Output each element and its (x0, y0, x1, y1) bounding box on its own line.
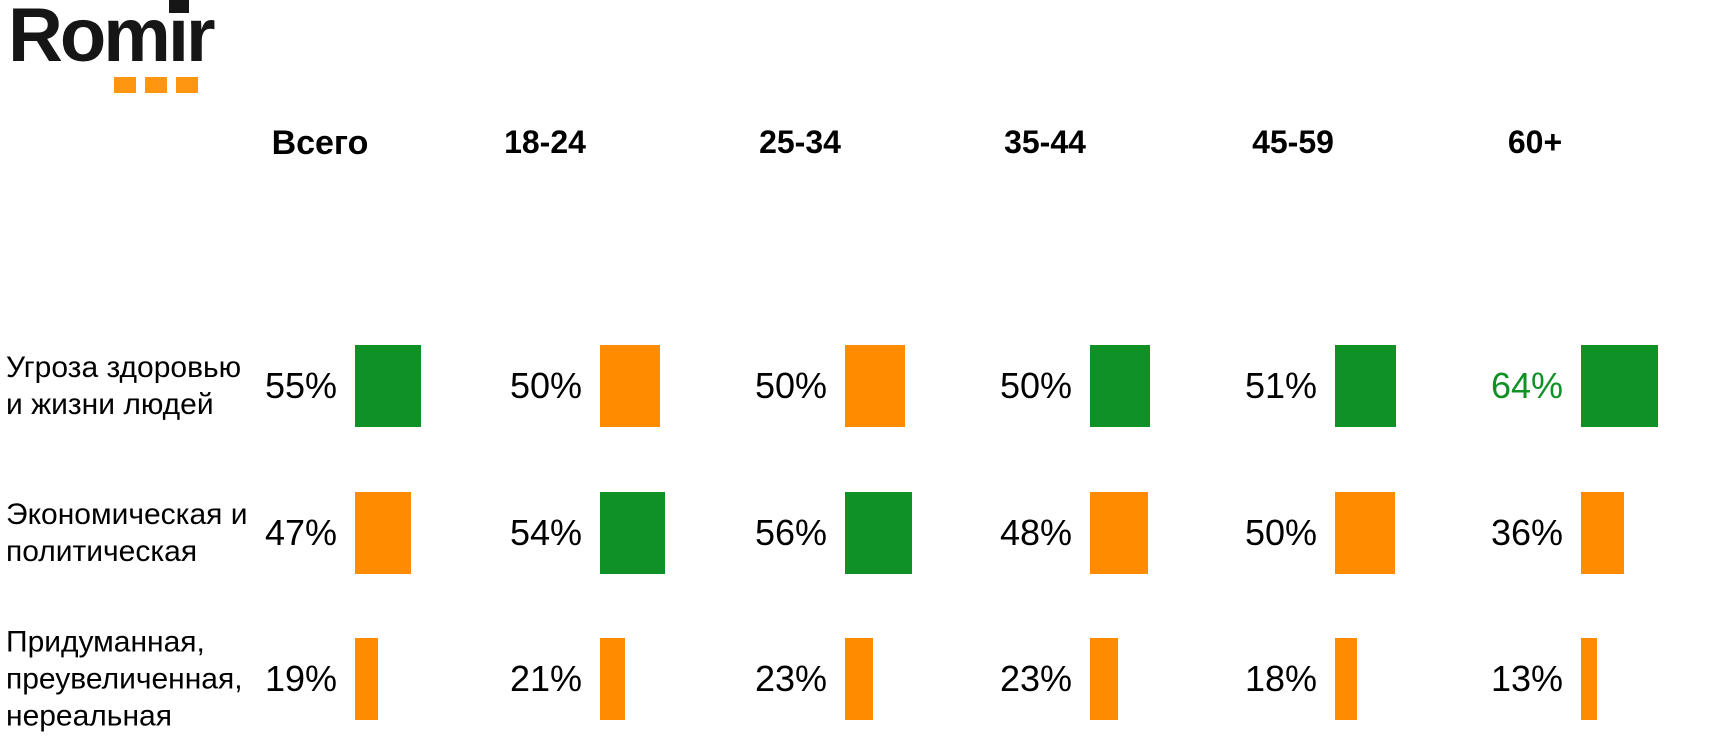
romir-logo-text: Rom (8, 0, 171, 78)
value-label: 50% (754, 365, 827, 406)
bar (355, 345, 421, 427)
bar (845, 492, 912, 574)
value-label: 54% (509, 512, 582, 553)
logo-orange-square (114, 77, 136, 93)
column-header-25-34: 25-34 (759, 124, 841, 160)
value-label: 50% (509, 365, 582, 406)
bar (355, 492, 411, 574)
column-header-60+: 60+ (1507, 124, 1563, 160)
value-label: 23% (754, 658, 827, 699)
romir-logo-letter-i: ı (168, 0, 189, 86)
bar (600, 345, 660, 427)
value-label: 36% (1490, 512, 1563, 553)
value-label: 13% (1490, 658, 1563, 699)
value-label: 55% (264, 365, 337, 406)
bar (1581, 638, 1597, 720)
value-label: 64% (1490, 365, 1563, 406)
row-label: Придуманная, преувеличенная, нереальная (6, 624, 266, 735)
value-label: 51% (1244, 365, 1317, 406)
bar (355, 638, 378, 720)
bar (1090, 345, 1150, 427)
logo-accent-squares (114, 77, 198, 93)
row-label-line: Придуманная, (6, 625, 205, 659)
column-header-18-24: 18-24 (504, 124, 586, 160)
bar (1581, 345, 1658, 427)
row-label-line: преувеличенная, (6, 662, 243, 696)
value-label: 21% (509, 658, 582, 699)
logo-i-dot (168, 0, 189, 13)
bar (1090, 492, 1148, 574)
romir-logo-text-end: r (186, 0, 216, 78)
column-header-total: Всего (271, 124, 369, 162)
value-label: 47% (264, 512, 337, 553)
value-label: 19% (264, 658, 337, 699)
value-label: 23% (999, 658, 1072, 699)
logo-orange-square (176, 77, 198, 93)
row-label-line: и жизни людей (6, 388, 214, 421)
bar (1090, 638, 1118, 720)
row-label-line: политическая (6, 535, 198, 568)
bar (1335, 492, 1395, 574)
bar (600, 638, 625, 720)
row-label: Угроза здоровью и жизни людей (6, 349, 266, 423)
logo-orange-square (145, 77, 167, 93)
bar (845, 345, 905, 427)
bar (600, 492, 665, 574)
row-label-line: нереальная (6, 699, 172, 733)
row-label-line: Угроза здоровью (6, 351, 242, 384)
bar (1335, 345, 1396, 427)
column-header-35-44: 35-44 (1004, 124, 1086, 160)
row-label-line: Экономическая и (6, 498, 248, 531)
row-label: Экономическая и политическая (6, 496, 266, 570)
bar (845, 638, 873, 720)
bar (1581, 492, 1624, 574)
bar (1335, 638, 1357, 720)
value-label: 50% (999, 365, 1072, 406)
value-label: 48% (999, 512, 1072, 553)
value-label: 50% (1244, 512, 1317, 553)
value-label: 56% (754, 512, 827, 553)
column-header-45-59: 45-59 (1252, 124, 1334, 160)
value-label: 18% (1244, 658, 1317, 699)
romir-logo: Rom ır (8, 0, 216, 86)
